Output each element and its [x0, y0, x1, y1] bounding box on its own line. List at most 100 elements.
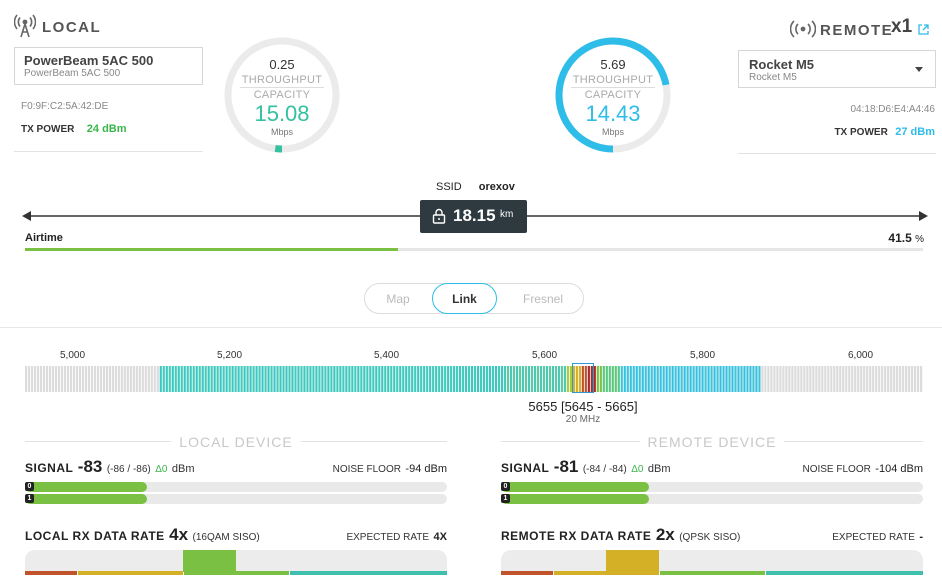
remote-capacity-value: 14.43 — [585, 101, 641, 126]
remote-signal-value: -81 — [553, 457, 579, 476]
spectrum-bin — [390, 366, 393, 392]
spectrum-tick: 5,200 — [217, 350, 243, 361]
spectrum-bin — [210, 366, 213, 392]
spectrum-bin — [824, 366, 827, 392]
spectrum-bin — [165, 366, 168, 392]
spectrum-bin — [267, 366, 270, 392]
distance-badge: 18.15 km — [420, 200, 527, 233]
spectrum-bin — [488, 366, 492, 392]
ssid: SSID orexov — [436, 181, 515, 193]
spectrum-bin — [339, 366, 342, 392]
spectrum-bin — [102, 366, 105, 392]
spectrum-bin — [791, 366, 794, 392]
tab-fresnel[interactable]: Fresnel — [522, 292, 563, 306]
spectrum-bin — [309, 366, 312, 392]
spectrum-bin — [177, 366, 180, 392]
remote-chain0-fill — [501, 482, 649, 492]
local-title: LOCAL — [42, 19, 102, 36]
local-device-select[interactable]: PowerBeam 5AC 500 PowerBeam 5AC 500 — [14, 47, 203, 85]
local-device-name: PowerBeam 5AC 500 — [24, 53, 154, 68]
spectrum-bin — [764, 366, 767, 392]
spectrum-bin — [363, 366, 366, 392]
spectrum-bin — [560, 366, 563, 392]
view-tabs: Map Link Fresnel — [364, 283, 584, 314]
spectrum-bin — [336, 366, 339, 392]
spectrum-tick: 5,800 — [690, 350, 716, 361]
spectrum-bin — [462, 366, 465, 392]
spectrum-bin — [674, 366, 677, 392]
spectrum-bin — [225, 366, 228, 392]
remote-noise-value: -104 dBm — [875, 463, 923, 475]
spectrum-bin — [866, 366, 869, 392]
rate-band — [501, 571, 553, 575]
remote-count[interactable]: x1 — [891, 16, 913, 37]
remote-gauge-divider — [571, 87, 655, 88]
local-noise-label: NOISE FLOOR — [332, 464, 401, 475]
remote-tx-power-label: TX POWER — [834, 127, 888, 138]
spectrum-bin — [345, 366, 348, 392]
spectrum-bin — [354, 366, 357, 392]
spectrum-bin — [836, 366, 839, 392]
spectrum-bin — [48, 366, 52, 392]
spectrum-bin — [746, 366, 749, 392]
remote-signal-delta: Δ0 — [631, 464, 644, 475]
spectrum-bin — [81, 366, 85, 392]
spectrum-bin — [656, 366, 659, 392]
spectrum-bin — [57, 366, 61, 392]
airtime-unit: % — [915, 234, 924, 245]
spectrum-bin — [84, 366, 88, 392]
local-expected-rate: EXPECTED RATE 4X — [346, 527, 447, 545]
spectrum-bin — [620, 366, 623, 392]
spectrum-bin — [444, 366, 447, 392]
spectrum-bin — [324, 366, 327, 392]
local-signal-label: SIGNAL — [25, 461, 74, 475]
spectrum-bin — [297, 366, 300, 392]
spectrum-bin — [572, 366, 575, 392]
local-expected-value: 4X — [433, 531, 447, 543]
spectrum-bin — [716, 366, 719, 392]
spectrum-bin — [917, 366, 920, 392]
spectrum-bin — [216, 366, 219, 392]
tab-map[interactable]: Map — [386, 292, 410, 306]
spectrum-bin — [641, 366, 644, 392]
external-link-icon[interactable] — [918, 22, 929, 40]
spectrum-bin — [147, 366, 150, 392]
spectrum-bin — [512, 366, 516, 392]
spectrum-bin — [201, 366, 204, 392]
spectrum-bin — [650, 366, 653, 392]
spectrum-bin — [273, 366, 276, 392]
spectrum-tick: 5,400 — [374, 350, 400, 361]
spectrum-bin — [539, 366, 543, 392]
spectrum-bin — [360, 366, 363, 392]
spectrum-bin — [611, 366, 614, 392]
local-gauge: 0.25 THROUGHPUT CAPACITY 15.08 Mbps — [222, 35, 342, 155]
spectrum-bin — [830, 366, 833, 392]
spectrum-bin — [848, 366, 851, 392]
spectrum-bin — [503, 366, 507, 392]
remote-capacity-label: CAPACITY — [584, 89, 642, 101]
lock-icon — [432, 208, 446, 229]
spectrum-bin — [731, 366, 734, 392]
remote-device-select[interactable]: Rocket M5 Rocket M5 — [738, 50, 936, 88]
spectrum-bin — [578, 366, 581, 392]
remote-throughput-value: 5.69 — [600, 57, 626, 72]
spectrum-bin — [144, 366, 147, 392]
local-rate-label: LOCAL RX DATA RATE — [25, 529, 165, 543]
tab-link[interactable]: Link — [432, 283, 497, 314]
spectrum-bin — [569, 366, 572, 392]
spectrum-bin — [737, 366, 740, 392]
spectrum-bin — [719, 366, 722, 392]
spectrum-bin — [126, 366, 129, 392]
spectrum-bin — [438, 366, 441, 392]
spectrum-bin — [506, 366, 510, 392]
local-device-header: LOCAL DEVICE — [25, 434, 447, 452]
remote-signal-detail: (-84 / -84) — [582, 464, 627, 475]
spectrum-bin — [509, 366, 513, 392]
spectrum-bin — [794, 366, 797, 392]
local-antenna-icon — [13, 14, 37, 43]
spectrum-bin — [387, 366, 390, 392]
spectrum-bin — [725, 366, 728, 392]
spectrum-bin — [411, 366, 414, 392]
section-divider — [0, 327, 942, 328]
channel-selector[interactable] — [572, 363, 594, 393]
